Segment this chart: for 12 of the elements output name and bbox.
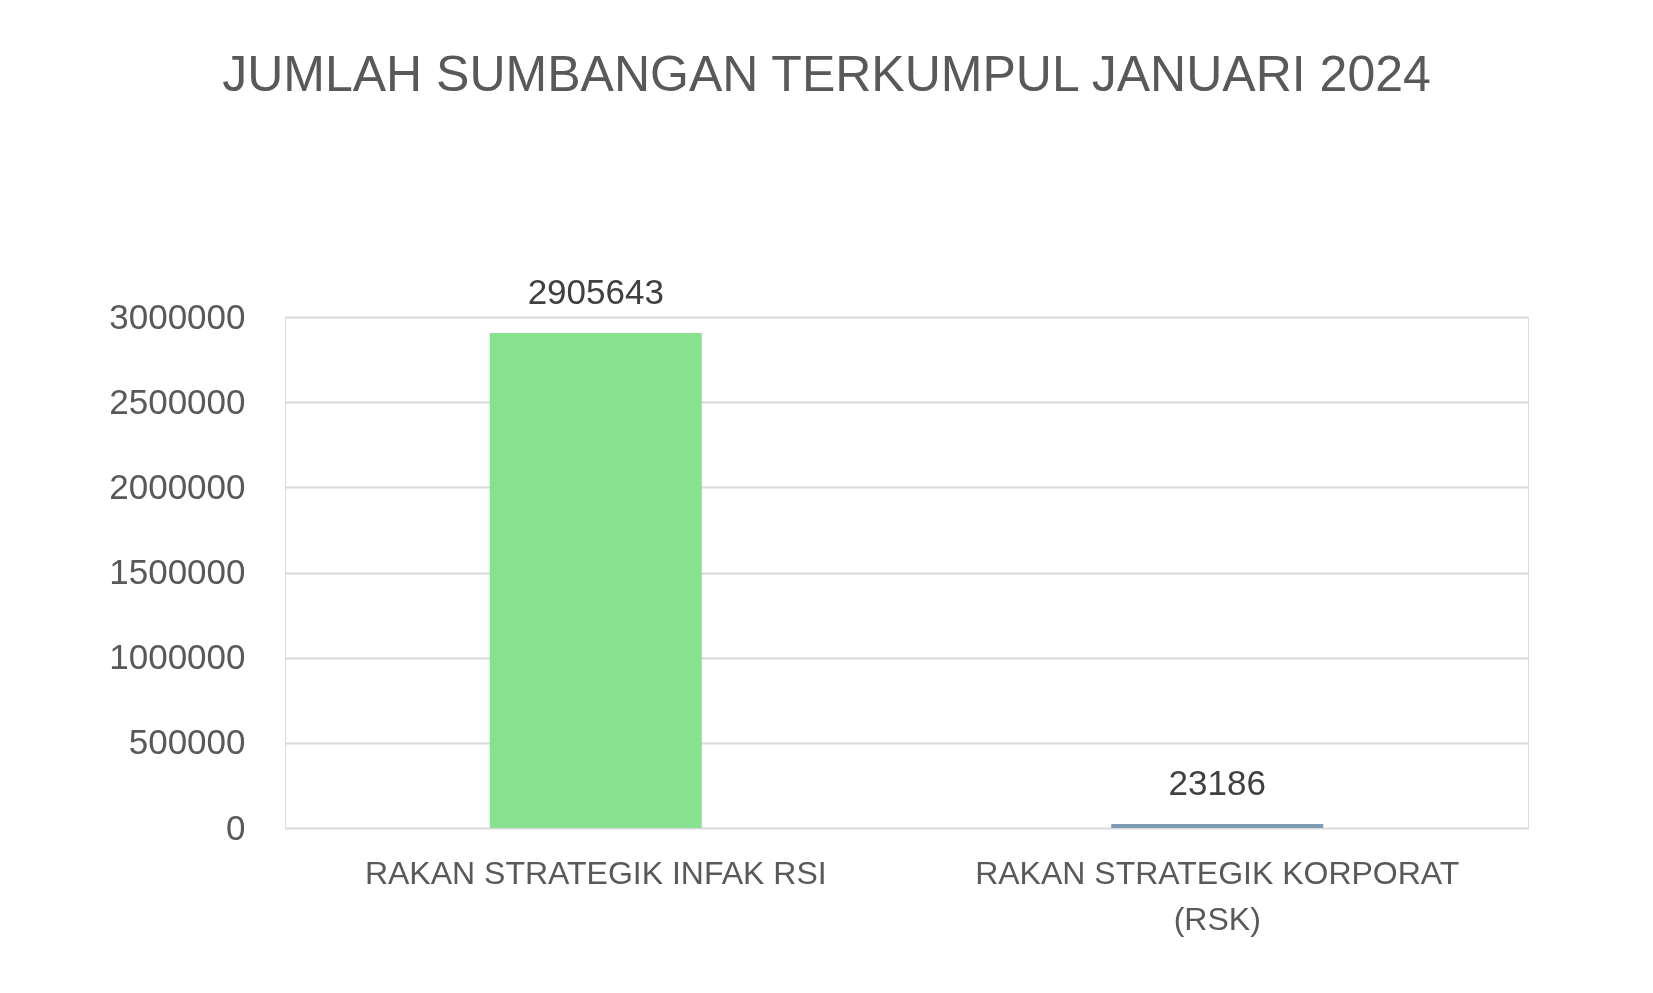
y-tick-label: 3000000	[109, 296, 246, 336]
y-tick-label: 500000	[128, 722, 246, 762]
data-label: 23186	[1168, 763, 1266, 803]
y-tick-label: 2500000	[109, 381, 246, 421]
x-tick-label: RAKAN STRATEGIK KORPORAT (RSK)	[975, 854, 1460, 937]
x-tick-label: RAKAN STRATEGIK INFAK RSI	[364, 854, 827, 891]
chart-title: JUMLAH SUMBANGAN TERKUMPUL JANUARI 2024	[222, 46, 1431, 103]
y-tick-label: 1500000	[109, 552, 246, 591]
y-tick-label: 0	[226, 807, 246, 847]
y-tick-label: 1000000	[109, 637, 246, 677]
data-label: 2905643	[527, 272, 664, 312]
y-tick-label: 2000000	[109, 466, 246, 506]
